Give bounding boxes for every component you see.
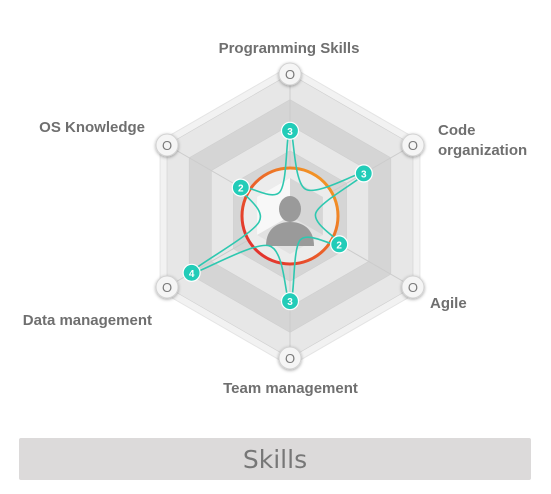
data-point: 3 (354, 164, 373, 183)
svg-text:O: O (285, 351, 295, 366)
axis-end-knob: O (278, 346, 302, 370)
data-point-label: 3 (287, 297, 293, 308)
axis-label-os-knowledge: OS Knowledge (39, 119, 145, 136)
chart-title: Skills (242, 444, 308, 474)
data-point: 3 (280, 292, 300, 311)
data-point: 3 (280, 121, 300, 140)
axis-label-code-organization: Code organization (438, 122, 528, 159)
axis-end-knob: O (401, 133, 425, 157)
axis-end-knob: O (155, 275, 179, 299)
data-point-label: 2 (238, 184, 244, 195)
axis-end-knob: O (278, 62, 302, 86)
svg-text:O: O (162, 280, 172, 295)
data-point-label: 4 (189, 269, 195, 280)
avatar-cube-top (257, 178, 290, 235)
svg-text:O: O (408, 138, 418, 153)
axis-label-agile: Agile (430, 295, 467, 312)
data-point: 4 (182, 263, 201, 282)
radar-chart: O O O O O O 3 3 2 3 4 2 (155, 62, 425, 370)
user-avatar-icon (266, 196, 314, 246)
axis-label-programming-skills: Programming Skills (218, 40, 360, 57)
svg-text:O: O (408, 280, 418, 295)
svg-text:O: O (285, 67, 295, 82)
data-point: 2 (330, 235, 349, 254)
axis-label-team-management: Team management (223, 380, 358, 397)
svg-text:O: O (162, 138, 172, 153)
axis-end-knob: O (155, 133, 179, 157)
avatar-cube-right (290, 178, 323, 235)
chart-title-bar: Skills (19, 438, 531, 480)
data-point-label: 2 (336, 240, 342, 251)
data-point-label: 3 (361, 169, 367, 180)
data-point-label: 3 (287, 127, 293, 138)
axis-end-knob: O (401, 275, 425, 299)
axis-label-data-management: Data management (22, 312, 152, 329)
data-point: 2 (231, 178, 250, 197)
